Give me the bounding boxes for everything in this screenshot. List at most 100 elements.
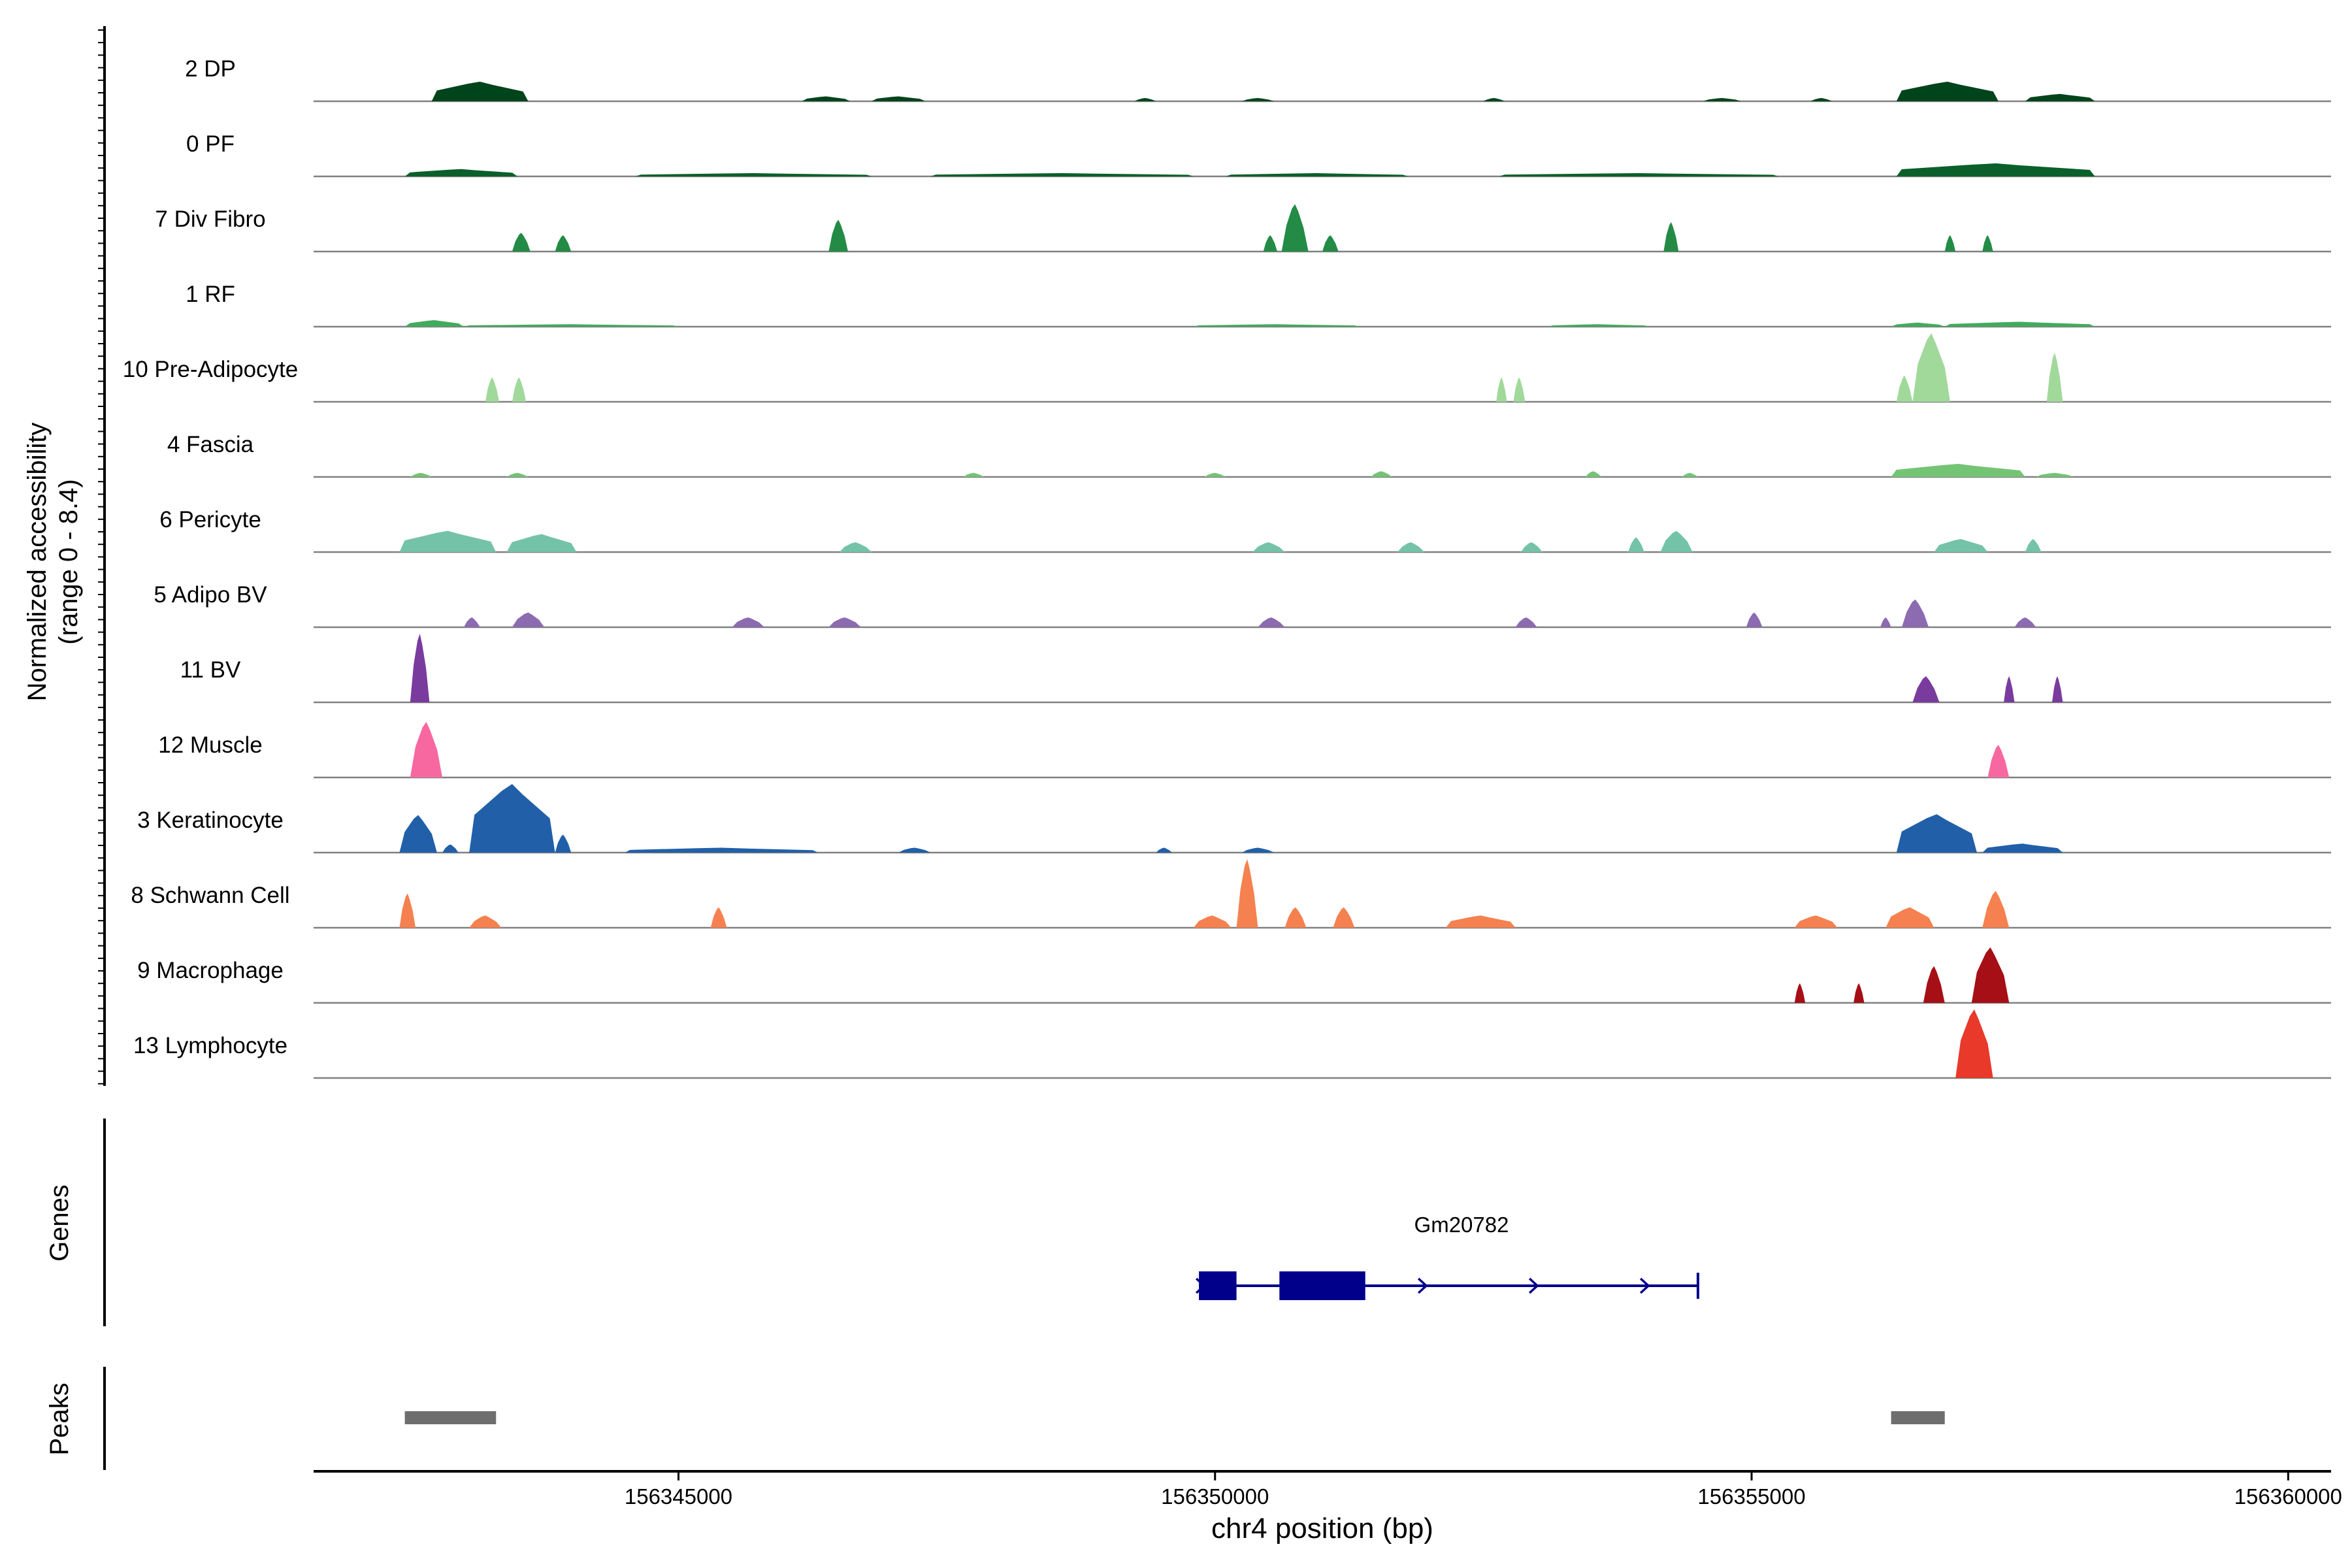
track-7-div-fibro: 7 Div Fibro [155, 204, 2331, 253]
track-label: 8 Schwann Cell [131, 883, 289, 908]
track-1-rf: 1 RF [186, 282, 2331, 328]
gene-name-label: Gm20782 [1414, 1213, 1509, 1237]
gene-exon [1199, 1271, 1237, 1300]
peaks-track: Peaks [45, 1367, 1945, 1470]
track-label: 3 Keratinocyte [137, 808, 284, 833]
coverage-peak [1854, 983, 1865, 1003]
peak-bar [1891, 1411, 1945, 1424]
peak-bars [404, 1411, 1945, 1424]
y-axis-label-line-1: Normalized accessibility [23, 423, 52, 702]
coverage-peak [1547, 324, 1650, 327]
coverage-peak [898, 847, 931, 853]
coverage-peak [399, 893, 416, 928]
coverage-peak [485, 377, 500, 402]
track-label: 0 PF [186, 131, 235, 157]
coverage-peak [839, 542, 872, 552]
track-11-bv: 11 BV [180, 634, 2331, 704]
x-axis-ticks: 156345000 156350000 156355000 156360000 [625, 1471, 2342, 1509]
coverage-peak [930, 173, 1194, 176]
coverage-peak [1880, 617, 1891, 627]
track-label: 7 Div Fibro [155, 206, 265, 232]
coverage-peak [1513, 377, 1526, 402]
coverage-peak [1258, 617, 1285, 627]
coverage-peak [1370, 471, 1392, 477]
genes-track: Genes Gm20782 [45, 1119, 1699, 1326]
coverage-peak [1322, 235, 1339, 252]
coverage-peak [1810, 98, 1833, 101]
coverage-peak [2036, 472, 2074, 477]
track-label: 13 Lymphocyte [133, 1033, 287, 1058]
x-axis-title: chr4 position (bp) [1211, 1512, 1433, 1544]
coverage-peak [1241, 847, 1275, 853]
coverage-peak [404, 320, 464, 327]
peak-bar [404, 1411, 497, 1424]
y-axis-label: Normalized accessibility (range 0 - 8.4) [23, 423, 83, 702]
track-label: 2 DP [185, 56, 236, 82]
coverage-peak [1982, 843, 2063, 853]
coverage-peak [2025, 93, 2095, 101]
track-9-macrophage: 9 Macrophage [137, 947, 2331, 1004]
coverage-peak [1886, 907, 1935, 928]
coverage-peak [1156, 847, 1173, 853]
track-12-muscle: 12 Muscle [158, 722, 2331, 779]
coverage-peak [1263, 235, 1278, 252]
track-y-axis [98, 26, 106, 1086]
coverage-peak [2014, 617, 2036, 627]
coverage-peak [431, 82, 529, 101]
gene-models: Gm20782 [1195, 1213, 1699, 1300]
coverage-peak [1241, 98, 1275, 101]
coverage-peak [1515, 617, 1537, 627]
coverage-peak [2004, 676, 2015, 702]
track-label: 11 BV [180, 657, 241, 683]
coverage-peak [1193, 915, 1232, 928]
coverage-peak [1955, 1009, 1993, 1078]
coverage-peak [1134, 98, 1156, 101]
coverage-peak [1682, 472, 1698, 477]
track-label: 4 Fascia [167, 432, 254, 457]
coverage-tracks: 2 DP 0 PF 7 Div Fibro 1 RF 10 Pre-Adipocyte 4… [123, 56, 2331, 1079]
coverage-peak [1499, 173, 1779, 176]
coverage-peak [2046, 353, 2063, 402]
coverage-peak [404, 169, 518, 176]
peaks-track-label: Peaks [45, 1382, 74, 1455]
coverage-peak [962, 472, 985, 477]
x-axis-tick-label: 156360000 [2234, 1484, 2342, 1509]
coverage-peak [1333, 907, 1355, 928]
coverage-peak [463, 617, 480, 627]
coverage-peak [1236, 859, 1258, 928]
gene-gm20782: Gm20782 [1195, 1213, 1699, 1300]
coverage-peak [1912, 676, 1940, 702]
coverage-peak [732, 617, 764, 627]
coverage-peak [1397, 542, 1425, 552]
coverage-peak [872, 96, 926, 101]
coverage-peak [828, 220, 848, 252]
coverage-peak [555, 235, 572, 252]
coverage-peak [469, 784, 555, 853]
coverage-peak [1944, 235, 1956, 252]
gene-exon [1279, 1271, 1365, 1300]
coverage-peak [442, 844, 459, 853]
track-2-dp: 2 DP [185, 56, 2331, 103]
coverage-peak [1982, 890, 2010, 928]
coverage-peak [828, 617, 861, 627]
coverage-peak [1982, 235, 1993, 252]
coverage-peak [1896, 376, 1913, 402]
coverage-peak [1226, 173, 1409, 176]
coverage-peak [1483, 98, 1505, 101]
track-label: 10 Pre-Adipocyte [123, 357, 298, 382]
track-label: 12 Muscle [158, 732, 263, 758]
x-axis: 156345000 156350000 156355000 156360000 chr… [314, 1470, 2342, 1544]
coverage-peak [2051, 676, 2063, 702]
coverage-peak [1496, 377, 1507, 402]
coverage-peak [410, 722, 443, 777]
coverage-peak [1934, 539, 1988, 552]
coverage-peak [710, 907, 727, 928]
track-label: 1 RF [186, 282, 235, 307]
coverage-peak [399, 531, 497, 552]
coverage-peak [1585, 471, 1602, 477]
coverage-peak [410, 634, 430, 702]
coverage-peak [469, 915, 502, 928]
coverage-peak [1912, 333, 1950, 402]
